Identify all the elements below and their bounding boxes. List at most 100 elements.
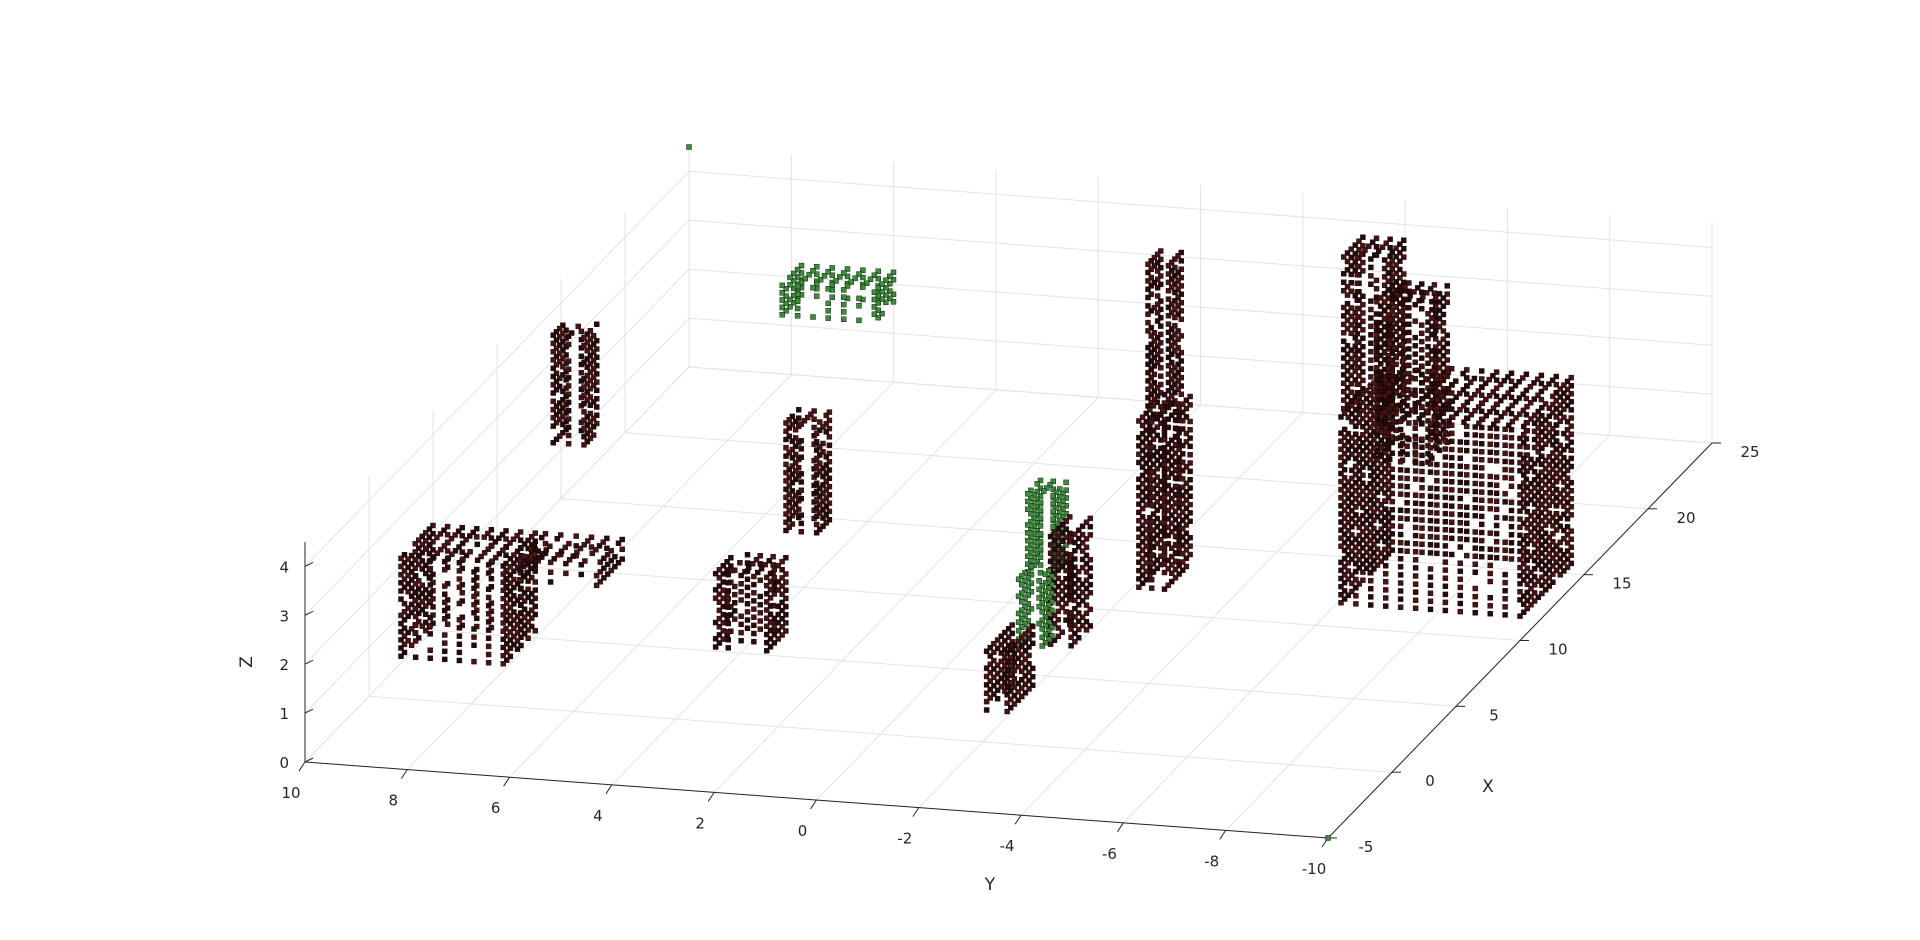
voxel xyxy=(1374,417,1381,423)
voxel xyxy=(820,490,826,496)
voxel xyxy=(1434,469,1440,476)
voxel xyxy=(1045,593,1052,600)
voxel xyxy=(1028,503,1034,509)
voxel xyxy=(1031,515,1037,522)
voxel xyxy=(779,558,785,565)
voxel xyxy=(1011,692,1018,699)
voxel xyxy=(1083,561,1090,567)
voxel xyxy=(1419,525,1425,531)
voxel xyxy=(1340,405,1347,412)
voxel xyxy=(1464,383,1470,389)
voxel xyxy=(1022,656,1029,662)
voxel xyxy=(825,300,831,307)
voxel xyxy=(1183,489,1190,495)
voxel xyxy=(805,414,811,421)
x-tick-label: 5 xyxy=(1489,706,1499,724)
voxel xyxy=(1386,381,1392,387)
voxel xyxy=(1528,416,1534,422)
voxel xyxy=(771,575,778,581)
voxel xyxy=(1172,450,1179,456)
voxel xyxy=(485,594,492,601)
voxel xyxy=(423,619,429,626)
voxel xyxy=(438,546,444,553)
voxel xyxy=(1183,414,1190,420)
voxel xyxy=(1172,331,1178,337)
voxel xyxy=(779,312,785,318)
voxel xyxy=(1412,334,1418,341)
voxel xyxy=(511,552,517,558)
voxel xyxy=(1183,538,1190,545)
voxel xyxy=(1368,545,1374,552)
voxel xyxy=(1154,507,1160,513)
voxel xyxy=(1382,546,1389,553)
voxel xyxy=(405,605,411,611)
voxel xyxy=(1528,513,1534,519)
voxel xyxy=(1564,419,1571,425)
voxel xyxy=(434,550,440,556)
voxel xyxy=(1449,463,1455,469)
voxel xyxy=(532,579,538,585)
voxel xyxy=(590,432,597,438)
voxel xyxy=(1535,538,1542,544)
voxel xyxy=(1490,389,1496,395)
voxel xyxy=(574,549,580,555)
voxel xyxy=(1175,294,1181,301)
voxel xyxy=(485,627,492,633)
voxel xyxy=(1175,311,1181,317)
voxel xyxy=(427,557,433,564)
voxel xyxy=(1026,644,1032,650)
voxel xyxy=(987,670,993,676)
voxel xyxy=(1360,301,1366,308)
voxel xyxy=(1175,328,1181,334)
voxel xyxy=(1187,418,1193,425)
voxel xyxy=(562,544,568,551)
y-tick-label: 10 xyxy=(281,784,300,802)
voxel xyxy=(1349,443,1355,449)
voxel xyxy=(1354,381,1361,387)
voxel xyxy=(1427,598,1434,604)
voxel xyxy=(779,599,785,606)
voxel xyxy=(1176,463,1182,469)
voxel xyxy=(427,566,433,572)
voxel xyxy=(1368,570,1374,576)
voxel xyxy=(1487,433,1493,439)
voxel xyxy=(1338,600,1344,606)
voxel xyxy=(521,590,528,596)
voxel xyxy=(783,428,789,434)
voxel xyxy=(1358,251,1364,257)
voxel xyxy=(871,272,878,278)
voxel xyxy=(1487,611,1493,617)
voxel xyxy=(408,577,415,583)
voxel xyxy=(398,555,404,562)
voxel xyxy=(1161,486,1168,493)
voxel xyxy=(1432,295,1439,301)
voxel xyxy=(504,616,510,623)
voxel xyxy=(1531,501,1538,507)
voxel xyxy=(798,520,804,527)
occupied-voxel-cluster xyxy=(1338,361,1574,619)
voxel xyxy=(1175,386,1181,392)
voxel xyxy=(1009,630,1015,637)
voxel xyxy=(1031,531,1037,537)
voxel xyxy=(1436,315,1443,322)
voxel xyxy=(1172,389,1178,396)
voxel xyxy=(1348,347,1355,353)
voxel xyxy=(1497,381,1504,388)
voxel xyxy=(890,269,897,276)
voxel xyxy=(1136,526,1142,532)
voxel xyxy=(1083,594,1090,600)
voxel xyxy=(1037,477,1044,484)
voxel xyxy=(1345,560,1352,566)
voxel xyxy=(1412,549,1419,555)
voxel xyxy=(1068,618,1074,624)
voxel xyxy=(1516,411,1523,417)
voxel xyxy=(1398,288,1404,294)
voxel xyxy=(1493,377,1500,383)
voxel xyxy=(1550,555,1556,561)
voxel xyxy=(1183,480,1190,487)
voxel xyxy=(1382,449,1389,456)
voxel xyxy=(1183,464,1190,470)
voxel xyxy=(887,281,893,287)
voxel xyxy=(419,550,425,556)
voxel xyxy=(1487,530,1493,536)
